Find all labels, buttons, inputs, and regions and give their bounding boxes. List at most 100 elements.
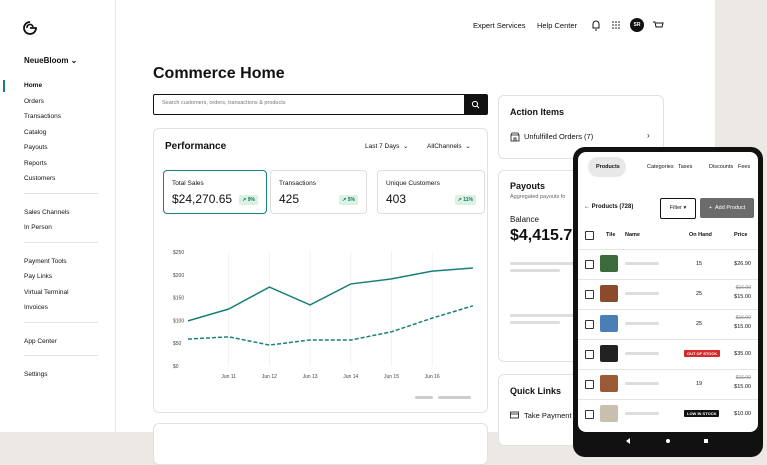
pager[interactable] — [438, 396, 471, 399]
search-box[interactable] — [153, 94, 488, 115]
checkbox[interactable] — [585, 231, 594, 240]
payouts-subtitle: Aggregated payouts fo — [510, 194, 566, 200]
tab[interactable]: Products — [596, 164, 620, 170]
add-product-button[interactable]: + Add Product — [700, 198, 754, 218]
filter-dropdown[interactable]: Last 7 Days ⌄ — [365, 143, 409, 150]
nav-item[interactable]: Catalog — [24, 128, 47, 136]
nav-item[interactable]: Orders — [24, 97, 44, 105]
chevron: › — [647, 131, 650, 140]
checkbox[interactable] — [585, 320, 594, 329]
action-item[interactable]: Unfulfilled Orders (7) — [524, 132, 594, 141]
y-tick-label: $200 — [173, 273, 184, 279]
nav-item[interactable]: Virtual Terminal — [24, 288, 69, 296]
nav-item[interactable]: Reports — [24, 159, 47, 167]
balance-amount: $4,415.7 — [510, 227, 573, 244]
kpi-change-value: 11% — [463, 197, 473, 203]
placeholder-line — [510, 321, 560, 324]
nav-item[interactable]: Payouts — [24, 144, 48, 151]
row-divider — [578, 309, 758, 310]
price: $15.00 — [734, 384, 751, 390]
header-link[interactable]: Help Center — [537, 21, 578, 30]
row-divider — [578, 369, 758, 370]
nav-item[interactable]: Transactions — [24, 113, 61, 120]
filter-label: AllChannels — [427, 143, 462, 150]
pager[interactable] — [415, 396, 433, 399]
kpi-label: Transactions — [279, 180, 316, 187]
product-image — [600, 405, 618, 422]
nav-item[interactable]: Invoices — [24, 304, 48, 311]
column-header: Tile — [606, 232, 616, 238]
row-divider — [578, 279, 758, 280]
phone-screen: Products Categories Taxes Discounts Fees ← P… — [578, 152, 758, 432]
x-tick-label: Jun 11 — [221, 374, 236, 380]
column-header: On Hand — [689, 232, 712, 238]
price: $15.00 — [734, 324, 751, 330]
y-tick-label: $0 — [173, 364, 179, 370]
header-link[interactable]: Expert Services — [473, 21, 526, 30]
kpi-card[interactable]: Total Sales $24,270.65 ↗ 9% — [163, 170, 267, 214]
name-placeholder — [625, 412, 659, 415]
nav-item[interactable]: Pay Links — [24, 273, 53, 280]
name-placeholder — [625, 292, 659, 295]
header-icons — [592, 18, 664, 32]
checkbox[interactable] — [585, 410, 594, 419]
store-label: NeueBloom — [24, 56, 69, 65]
kpi-value: 425 — [279, 192, 300, 206]
series-line — [187, 267, 473, 322]
checkbox[interactable] — [585, 260, 594, 269]
product-image — [600, 345, 618, 362]
nav-item[interactable]: In Person — [24, 224, 52, 231]
performance-chart: Jun 11 Jun 12 Jun 13 Jun 14 Jun 15 Jun 16 $0 $5… — [173, 250, 474, 380]
x-tick-label: Jun 12 — [262, 374, 277, 380]
placeholder-line — [510, 262, 575, 265]
tab[interactable]: Taxes — [678, 164, 693, 170]
tab[interactable]: Discounts — [709, 164, 734, 170]
performance-title: Performance — [165, 141, 227, 152]
x-tick-label: Jun 13 — [303, 374, 318, 380]
old-price: $16.00 — [735, 375, 751, 381]
kpi-value: 403 — [386, 192, 407, 206]
kpi-change: ↗ 9% — [239, 195, 258, 205]
nav-divider — [24, 355, 98, 356]
filter-dropdown[interactable]: AllChannels ⌄ — [427, 143, 471, 150]
row-divider — [578, 249, 758, 250]
nav-item[interactable]: Settings — [24, 371, 48, 378]
checkbox[interactable] — [585, 290, 594, 299]
product-image — [600, 375, 618, 392]
store-name[interactable]: NeueBloom ⌄ — [24, 56, 78, 65]
price: $10.00 — [734, 411, 751, 417]
checkbox[interactable] — [585, 380, 594, 389]
price: $15.00 — [734, 294, 751, 300]
old-price: $16.00 — [735, 285, 751, 291]
tab[interactable]: Fees — [738, 164, 751, 170]
search-button[interactable] — [464, 94, 487, 115]
quick-link[interactable]: Take Payment — [524, 411, 572, 420]
search-placeholder: Search customers, orders, transactions &… — [162, 100, 286, 106]
y-tick-label: $50 — [173, 341, 182, 347]
store-icon — [510, 132, 520, 142]
stock-badge: LOW IN STOCK — [684, 410, 720, 417]
nav-item[interactable]: Payment Tools — [24, 257, 67, 265]
placeholder-line — [510, 314, 575, 317]
filter-button[interactable]: Filter ▾ — [660, 198, 696, 219]
row-divider — [578, 399, 758, 400]
nav-item[interactable]: Home — [24, 82, 43, 89]
y-tick-label: $100 — [173, 318, 184, 324]
kpi-card[interactable]: Transactions 425 ↗ 5% — [270, 170, 367, 214]
logo — [23, 21, 37, 35]
checkbox[interactable] — [585, 350, 594, 359]
kpi-card[interactable]: Unique Customers 403 ↗ 11% — [377, 170, 485, 214]
tab[interactable]: Categories — [647, 164, 674, 170]
kpi-change-value: 9% — [247, 197, 255, 203]
kpi-change-value: 5% — [347, 197, 355, 203]
row-divider — [578, 339, 758, 340]
action-items-title: Action Items — [510, 107, 565, 117]
avatar[interactable]: SR — [633, 22, 641, 28]
products-count: ← Products (728) — [584, 204, 634, 210]
nav-item[interactable]: Sales Channels — [24, 208, 70, 216]
kpi-label: Unique Customers — [386, 180, 440, 187]
stock-badge: OUT OF STOCK — [684, 350, 721, 357]
nav-item[interactable]: App Center — [24, 337, 57, 345]
nav-item[interactable]: Customers — [24, 175, 56, 182]
old-price: $16.00 — [735, 315, 751, 321]
